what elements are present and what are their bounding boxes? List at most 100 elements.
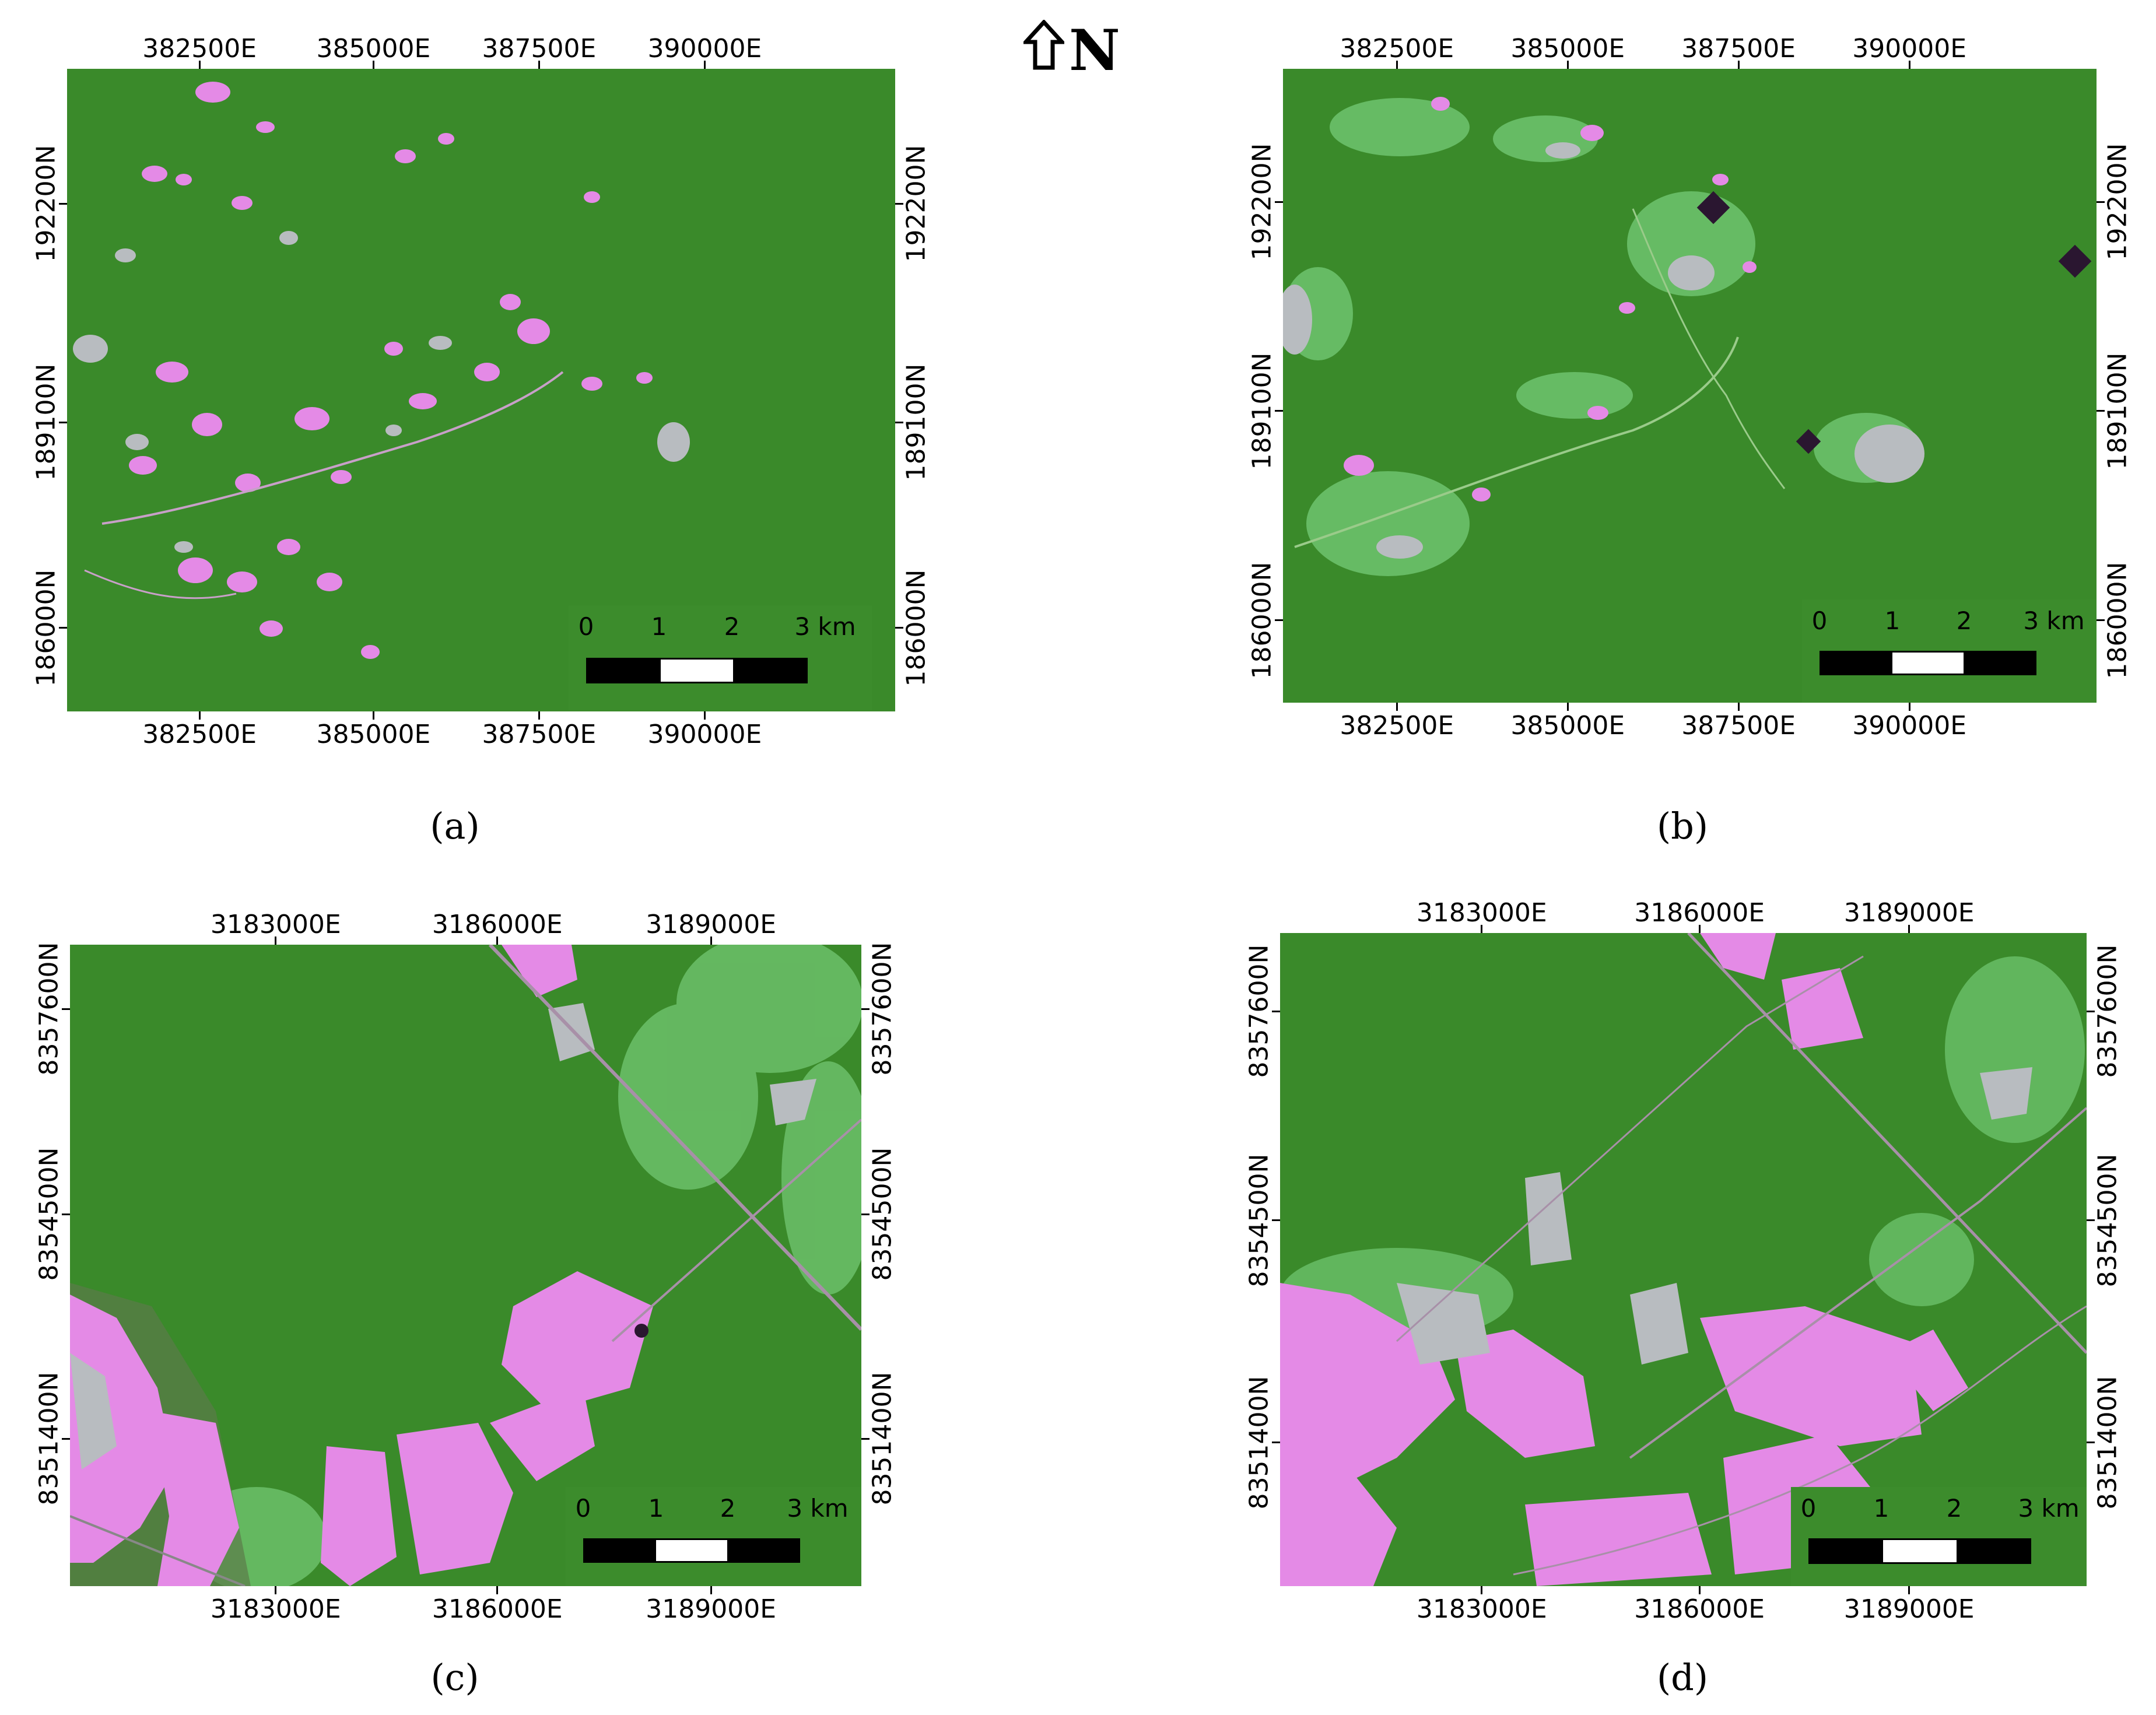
x-tick-label-bottom: 385000E [1510, 711, 1625, 741]
y-tick-label-right: 192200N [2102, 143, 2133, 261]
north-label: N [1069, 17, 1120, 83]
x-tick-label-bottom: 3189000E [646, 1594, 777, 1624]
land-cover-a [73, 82, 690, 659]
north-arrow: N [1021, 17, 1120, 83]
scale-label-0: 0 [1811, 606, 1828, 635]
x-tick-label-bottom: 390000E [1852, 711, 1967, 741]
scale-label-3: 3 km [2018, 1494, 2080, 1523]
marker-c [634, 1324, 648, 1338]
x-tick-mark [1396, 61, 1398, 69]
panel-caption: (b) [1656, 805, 1709, 847]
scale-label-3: 3 km [2023, 606, 2085, 635]
x-tick-mark [703, 61, 706, 69]
x-tick-mark [1481, 925, 1483, 933]
y-tick-label-left: 8354500N [34, 1147, 64, 1281]
y-tick-mark [895, 627, 903, 629]
scale-label-1: 1 [651, 612, 667, 641]
y-tick-mark [59, 627, 67, 629]
scale-label-2: 2 [720, 1494, 736, 1523]
y-tick-mark [1275, 410, 1283, 412]
panel-caption: (a) [430, 805, 480, 847]
x-tick-label-top: 382500E [1340, 34, 1454, 64]
y-tick-mark [2097, 619, 2105, 622]
panel-caption: (d) [1656, 1656, 1709, 1699]
scale-label-2: 2 [1956, 606, 1972, 635]
scale-label-2: 2 [1946, 1494, 1962, 1523]
y-tick-label-right: 189100N [2102, 352, 2133, 470]
x-tick-mark [703, 711, 706, 720]
y-tick-mark [2087, 1219, 2095, 1222]
x-tick-label-top: 390000E [647, 34, 762, 64]
y-tick-mark [59, 202, 67, 205]
y-tick-mark [1272, 1219, 1280, 1222]
scale-label-0: 0 [1800, 1494, 1817, 1523]
x-tick-label-top: 3186000E [432, 910, 563, 939]
y-tick-label-right: 8357600N [867, 942, 898, 1076]
x-tick-mark [372, 61, 374, 69]
y-tick-label-right: 186000N [2102, 562, 2133, 679]
scale-bar-d: 0 1 2 3 km [1791, 1487, 2087, 1586]
x-tick-label-bottom: 390000E [647, 720, 762, 749]
x-tick-mark [372, 711, 374, 720]
x-tick-mark [1737, 703, 1740, 711]
y-tick-mark [895, 421, 903, 423]
y-tick-mark [861, 1437, 870, 1440]
map-canvas-b: 0 1 2 3 km [1283, 69, 2097, 703]
x-tick-label-top: 3183000E [1416, 898, 1547, 928]
scale-label-2: 2 [724, 612, 740, 641]
y-tick-mark [1272, 1442, 1280, 1444]
y-tick-label-left: 8351400N [34, 1372, 64, 1506]
x-tick-label-bottom: 382500E [142, 720, 257, 749]
panel-caption: (c) [430, 1656, 479, 1699]
y-tick-label-left: 189100N [31, 363, 61, 481]
map-canvas-d: 0 1 2 3 km [1280, 933, 2087, 1586]
x-tick-label-top: 3189000E [646, 910, 777, 939]
y-tick-mark [1272, 1010, 1280, 1012]
y-tick-label-left: 189100N [1247, 352, 1277, 470]
x-tick-label-top: 385000E [1510, 34, 1625, 64]
y-tick-mark [895, 202, 903, 205]
y-tick-mark [62, 1437, 70, 1440]
scale-label-1: 1 [1884, 606, 1901, 635]
y-tick-label-left: 8357600N [1244, 944, 1274, 1078]
x-tick-mark [496, 937, 499, 945]
x-tick-label-top: 382500E [142, 34, 257, 64]
x-tick-mark [1396, 703, 1398, 711]
y-tick-mark [2087, 1442, 2095, 1444]
y-tick-mark [2097, 201, 2105, 203]
x-tick-label-bottom: 387500E [1681, 711, 1796, 741]
scale-bar-b: 0 1 2 3 km [1802, 599, 2097, 703]
y-tick-label-right: 8354500N [867, 1147, 898, 1281]
x-tick-mark [1566, 703, 1569, 711]
x-tick-label-bottom: 3189000E [1843, 1594, 1975, 1624]
scale-label-0: 0 [575, 1494, 591, 1523]
x-tick-mark [1908, 703, 1910, 711]
x-tick-label-bottom: 3183000E [210, 1594, 341, 1624]
y-tick-mark [1275, 201, 1283, 203]
y-tick-label-left: 192200N [31, 145, 61, 262]
y-tick-mark [1275, 619, 1283, 622]
x-tick-mark [1908, 61, 1910, 69]
land-cover-b [1283, 97, 2092, 576]
scale-label-3: 3 km [794, 612, 856, 641]
y-tick-label-right: 186000N [901, 569, 931, 687]
x-tick-mark [1481, 1586, 1483, 1594]
y-tick-mark [59, 421, 67, 423]
x-tick-label-top: 385000E [316, 34, 431, 64]
x-tick-mark [538, 711, 540, 720]
y-tick-label-right: 8354500N [2092, 1153, 2123, 1288]
x-tick-label-bottom: 3186000E [432, 1594, 563, 1624]
y-tick-label-right: 8357600N [2092, 944, 2123, 1078]
x-tick-label-top: 3186000E [1634, 898, 1765, 928]
y-tick-label-left: 8354500N [1244, 1153, 1274, 1288]
x-tick-label-bottom: 3186000E [1634, 1594, 1765, 1624]
y-tick-mark [2097, 410, 2105, 412]
x-tick-label-bottom: 385000E [316, 720, 431, 749]
x-tick-label-top: 387500E [1681, 34, 1796, 64]
marker-group-b [1696, 191, 2092, 454]
x-tick-label-bottom: 387500E [482, 720, 597, 749]
y-tick-label-right: 192200N [901, 145, 931, 262]
x-tick-label-top: 3183000E [210, 910, 341, 939]
x-tick-mark [1908, 925, 1910, 933]
y-tick-mark [2087, 1010, 2095, 1012]
